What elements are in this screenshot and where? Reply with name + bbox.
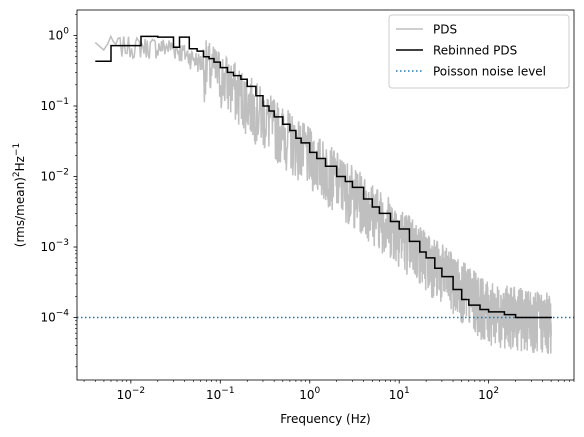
legend-poisson-label: Poisson noise level: [433, 65, 546, 79]
y-tick-label: 10−4: [40, 309, 69, 325]
rebinned-line: [95, 35, 552, 319]
pds-series: [94, 34, 552, 355]
x-tick-label: 10−2: [117, 386, 146, 402]
y-tick-label: 10−2: [40, 168, 69, 184]
rebinned-series: [95, 35, 552, 319]
legend-pds-label: PDS: [433, 23, 457, 37]
x-tick-label: 100: [299, 386, 320, 402]
y-tick-label: 10−3: [40, 238, 69, 254]
axes: 10−2 10−1 100 101 102 10−4 10−3 10−2 10−1 100: [40, 9, 575, 402]
x-axis-label: Frequency (Hz): [280, 412, 371, 426]
y-tick-label: 10−1: [40, 97, 69, 113]
x-tick-label: 10−1: [206, 386, 235, 402]
legend-rebinned-label: Rebinned PDS: [433, 44, 517, 58]
legend-box: [388, 14, 570, 89]
x-tick-label: 101: [389, 386, 410, 402]
plot-frame: [76, 9, 575, 381]
pds-line: [94, 34, 552, 355]
x-tick-label: 102: [478, 386, 499, 402]
legend: PDS Rebinned PDS Poisson noise level: [388, 14, 570, 89]
y-tick-label: 100: [48, 27, 69, 43]
y-axis-label: (rms/mean)2Hz−1: [12, 143, 27, 247]
